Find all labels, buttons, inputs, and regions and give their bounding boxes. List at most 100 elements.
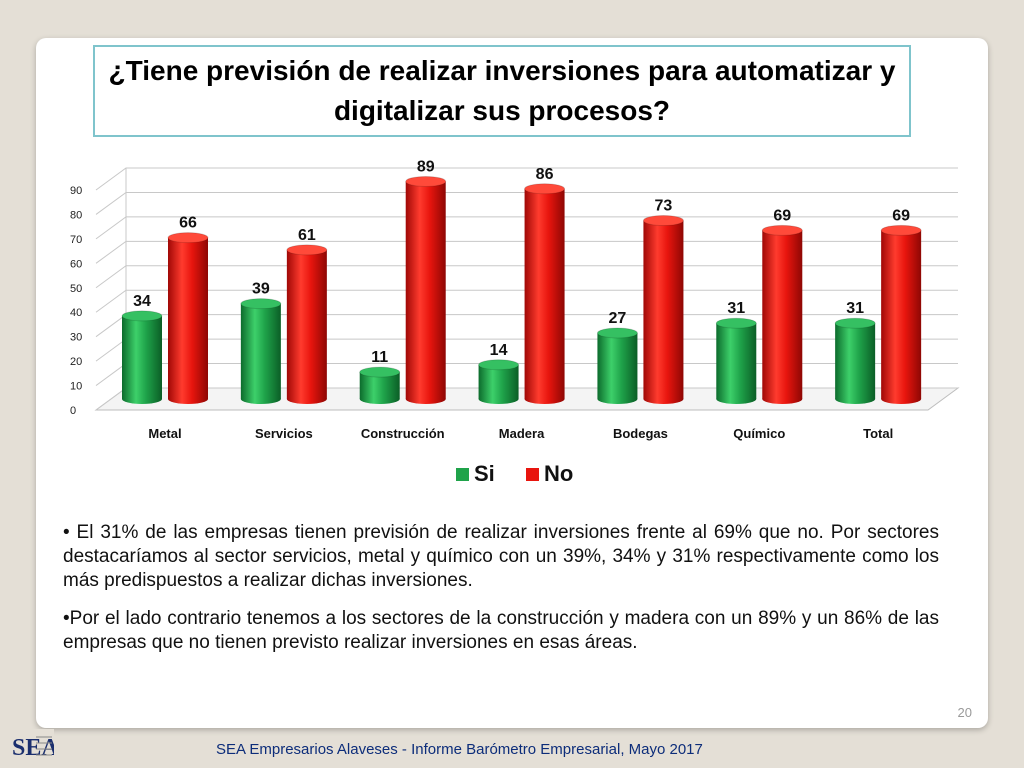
x-tick-label: Químico: [733, 426, 785, 441]
bar-body: [168, 237, 208, 399]
bar-body: [762, 230, 803, 399]
bar-bottom: [524, 394, 565, 404]
y-tick-label: 50: [70, 283, 82, 295]
bar-si-1: 39: [240, 281, 282, 404]
bar-si-4: 27: [596, 310, 638, 404]
bar-body: [405, 181, 446, 399]
data-label: 69: [892, 207, 910, 224]
bar-top: [834, 317, 876, 329]
bar-top: [359, 366, 401, 378]
bullet-1: • El 31% de las empresas tienen previsió…: [63, 522, 939, 591]
slide-title: ¿Tiene previsión de realizar inversiones…: [108, 55, 896, 126]
bar-top: [478, 359, 520, 371]
x-axis: Metal Servicios Construcción Madera Bodegas Q…: [148, 426, 893, 441]
y-tick-label: 40: [70, 307, 82, 319]
bar-no-0: 66: [167, 215, 209, 404]
bar-body: [478, 364, 519, 399]
bar-no-2: 89: [405, 158, 447, 404]
x-tick-label: Bodegas: [613, 426, 668, 441]
bar-body: [716, 323, 757, 399]
page-number: 20: [957, 705, 972, 720]
bar-body: [643, 220, 684, 399]
data-label: 86: [536, 166, 554, 183]
bar-bottom: [597, 394, 638, 404]
bar-bottom: [122, 394, 162, 404]
bar-body: [240, 303, 281, 399]
bar-top: [167, 232, 209, 244]
bar-body: [524, 188, 565, 399]
bar-top: [240, 298, 282, 310]
bar-bottom: [643, 394, 684, 404]
bar-si-0: 34: [121, 293, 163, 404]
bar-body: [122, 315, 162, 399]
data-label: 31: [727, 300, 745, 317]
bar-top: [715, 317, 757, 329]
y-tick-label: 30: [70, 332, 82, 344]
bar-si-3: 14: [478, 342, 520, 404]
legend-swatch-si: [456, 468, 469, 481]
bar-si-2: 11: [359, 349, 401, 404]
data-label: 66: [179, 215, 197, 232]
chart-bars: 34 66 39 61 11 89 14 86 27 73 31 69 31 69: [121, 158, 922, 404]
bullet-2: •Por el lado contrario tenemos a los sec…: [63, 608, 939, 653]
bar-top: [596, 327, 638, 339]
x-tick-label: Madera: [499, 426, 545, 441]
y-tick-label: 70: [70, 234, 82, 246]
bar-si-5: 31: [715, 300, 757, 404]
bar-bottom: [762, 394, 803, 404]
legend-label-no: No: [544, 461, 573, 486]
data-label: 14: [490, 342, 508, 359]
data-label: 89: [417, 158, 435, 175]
chart-legend: Si No: [456, 461, 573, 486]
bar-bottom: [835, 394, 876, 404]
bar-top: [286, 244, 328, 256]
bar-bottom: [716, 394, 757, 404]
bar-no-3: 86: [524, 166, 566, 404]
title-box: ¿Tiene previsión de realizar inversiones…: [93, 45, 911, 137]
y-axis: 0 10 20 30 40 50 60 70 80 90: [70, 185, 82, 417]
bar-body: [286, 249, 327, 399]
data-label: 27: [609, 310, 627, 327]
legend-swatch-no: [526, 468, 539, 481]
bar-top: [761, 224, 803, 236]
bar-bottom: [881, 394, 922, 404]
y-tick-label: 10: [70, 381, 82, 393]
data-label: 31: [846, 300, 864, 317]
data-label: 61: [298, 227, 316, 244]
bar-bottom: [286, 394, 327, 404]
x-tick-label: Servicios: [255, 426, 313, 441]
bar-top: [524, 183, 566, 195]
bar-body: [597, 333, 638, 399]
bar-top: [121, 310, 163, 322]
logo-text: SEA: [12, 735, 54, 761]
data-label: 39: [252, 281, 270, 298]
data-label: 34: [133, 293, 151, 310]
data-label: 69: [773, 207, 791, 224]
bar-bottom: [405, 394, 446, 404]
bar-no-5: 69: [761, 207, 803, 404]
y-tick-label: 80: [70, 209, 82, 221]
data-label: 11: [371, 349, 388, 366]
x-tick-label: Total: [863, 426, 893, 441]
bar-bottom: [359, 394, 400, 404]
legend-label-si: Si: [474, 461, 495, 486]
bar-no-4: 73: [642, 198, 684, 404]
bar-body: [881, 230, 922, 399]
slide: ¿Tiene previsión de realizar inversiones…: [36, 38, 988, 728]
sea-logo: SEA: [6, 729, 54, 763]
bar-no-1: 61: [286, 227, 328, 404]
bar-chart: 0 10 20 30 40 50 60 70 80 90 34 66 39 61 11 89 14 86 27 73…: [70, 158, 960, 486]
x-tick-label: Metal: [148, 426, 181, 441]
bar-no-6: 69: [880, 207, 922, 404]
data-label: 73: [655, 198, 673, 215]
bar-bottom: [478, 394, 519, 404]
bar-top: [405, 175, 447, 187]
y-tick-label: 90: [70, 185, 82, 197]
bar-body: [835, 323, 876, 399]
bullet-list: • El 31% de las empresas tienen previsió…: [63, 521, 939, 669]
y-tick-label: 60: [70, 258, 82, 270]
bar-bottom: [240, 394, 281, 404]
y-tick-label: 0: [70, 405, 76, 417]
bar-top: [642, 215, 684, 227]
y-tick-label: 20: [70, 356, 82, 368]
